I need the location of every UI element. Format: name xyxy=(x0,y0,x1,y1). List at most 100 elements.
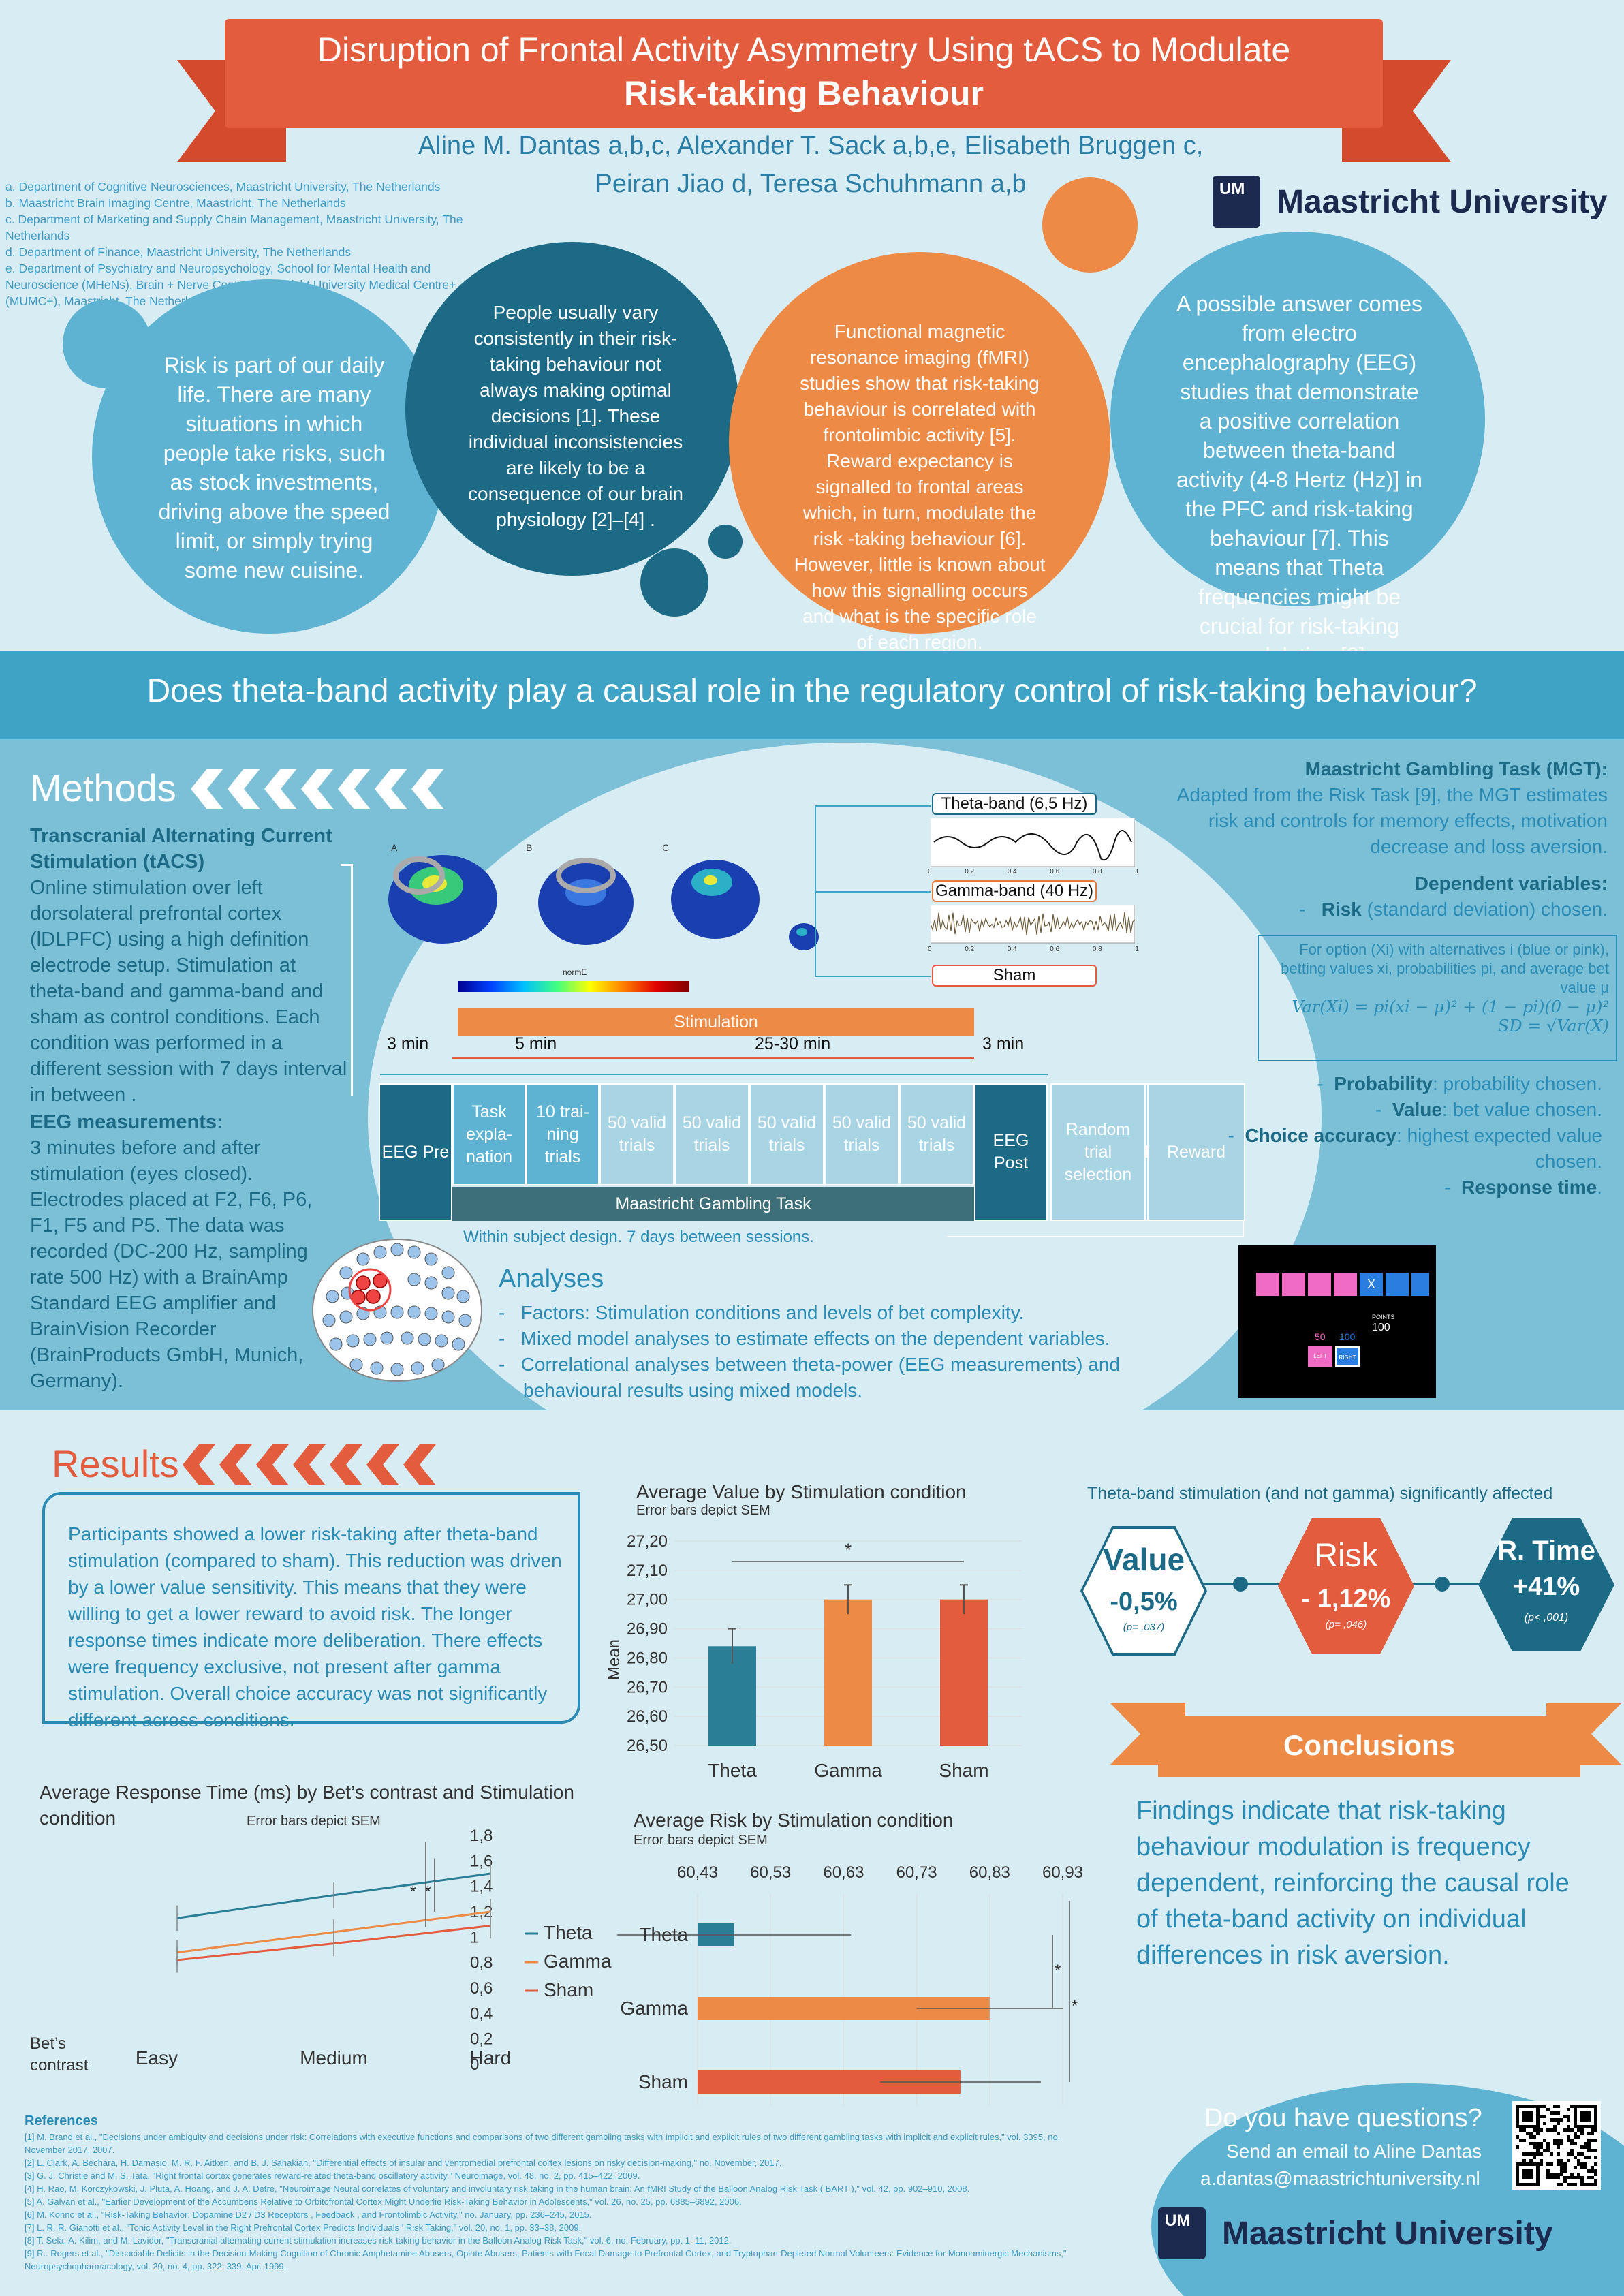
qr-module xyxy=(1540,2145,1543,2149)
qr-module xyxy=(1587,2169,1591,2173)
x-tick-label: 60,43 xyxy=(677,1863,718,1882)
qr-module xyxy=(1594,2149,1597,2152)
qr-module xyxy=(1529,2142,1533,2145)
qr-module xyxy=(1550,2111,1553,2115)
qr-module xyxy=(1557,2122,1560,2125)
wave-tick: 0.4 xyxy=(1007,946,1017,953)
y-tick-label: Theta xyxy=(639,1924,688,1945)
qr-module xyxy=(1577,2135,1580,2139)
results-summary: Participants showed a lower risk-taking … xyxy=(68,1523,562,1731)
significance-star: * xyxy=(1055,1961,1061,1980)
qr-module xyxy=(1557,2145,1560,2149)
qr-module xyxy=(1580,2128,1584,2132)
tacs-connector xyxy=(341,864,353,1096)
qr-module xyxy=(1536,2152,1540,2156)
um-logo-mark: UM xyxy=(1213,176,1260,228)
qr-module xyxy=(1567,2152,1570,2156)
university-logo-top: UM Maastricht University xyxy=(1213,176,1608,228)
qr-finder xyxy=(1522,2169,1533,2179)
qr-module xyxy=(1540,2115,1543,2118)
qr-module xyxy=(1546,2108,1550,2111)
eeg-electrode-map xyxy=(312,1239,482,1382)
legend-label: Sham xyxy=(544,1979,593,2000)
qr-module xyxy=(1550,2162,1553,2166)
qr-module xyxy=(1540,2152,1543,2156)
reference-item: [1] M. Brand et al., "Decisions under am… xyxy=(25,2132,1061,2155)
connector-dot xyxy=(1233,1577,1248,1592)
university-logo-bottom: UM Maastricht University xyxy=(1158,2207,1553,2259)
qr-module xyxy=(1550,2152,1553,2156)
qr-module xyxy=(1557,2176,1560,2179)
conclusions-title: Conclusions xyxy=(1283,1729,1456,1761)
duration-label: 25-30 min xyxy=(755,1034,831,1053)
risk-bar-chart: 60,43 60,53 60,63 60,73 60,83 60,93 Theta Gamma… xyxy=(617,1863,1083,2105)
x-tick-label: 60,83 xyxy=(969,1863,1010,1882)
left-bet-value: 50 xyxy=(1315,1331,1326,1342)
x-tick-label: Theta xyxy=(708,1760,757,1778)
research-question: Does theta-band activity play a causal r… xyxy=(146,673,1478,709)
qr-module xyxy=(1522,2159,1526,2162)
qr-module xyxy=(1553,2105,1557,2108)
qr-module xyxy=(1587,2176,1591,2179)
qr-module xyxy=(1533,2152,1536,2156)
qr-module xyxy=(1584,2162,1587,2166)
qr-module xyxy=(1553,2118,1557,2122)
bar xyxy=(940,1599,988,1746)
risk-effect-name: Risk xyxy=(1314,1538,1378,1574)
y-tick-label: 0,8 xyxy=(470,1954,493,1972)
right-button[interactable]: RIGHT xyxy=(1335,1346,1360,1367)
reference-item: [8] T. Sela, A. Kilim, and M. Lavidor, "… xyxy=(25,2235,732,2246)
risk-effect-value: - 1,12% xyxy=(1301,1585,1391,1613)
random-trial-label: Random trial selection xyxy=(1050,1083,1146,1221)
qr-module xyxy=(1591,2176,1594,2179)
qr-module xyxy=(1570,2142,1574,2145)
qr-module xyxy=(1567,2159,1570,2162)
qr-module xyxy=(1553,2176,1557,2179)
qr-module xyxy=(1550,2118,1553,2122)
qr-module xyxy=(1574,2183,1577,2186)
qr-code-icon[interactable] xyxy=(1512,2101,1601,2190)
results-title: Results xyxy=(52,1442,179,1485)
contact-email[interactable]: a.dantas@maastrichtuniversity.nl xyxy=(1200,2168,1480,2189)
wave-tick: 0.8 xyxy=(1092,868,1102,875)
dv-list: - Probability: probability chosen. - Val… xyxy=(1226,1071,1602,1200)
y-tick-label: 1,4 xyxy=(470,1878,493,1896)
design-note: Within subject design. 7 days between se… xyxy=(463,1228,814,1246)
dv-item: - Response time. xyxy=(1444,1177,1602,1198)
qr-module xyxy=(1543,2149,1546,2152)
x-tick-label: Sham xyxy=(939,1760,988,1778)
analyses-title: Analyses xyxy=(499,1265,604,1293)
qr-module xyxy=(1584,2156,1587,2159)
reference-item: [3] G. J. Christie and M. S. Tata, "Righ… xyxy=(25,2171,640,2181)
results-chevrons xyxy=(183,1444,436,1485)
qr-module xyxy=(1591,2169,1594,2173)
qr-module xyxy=(1519,2139,1522,2142)
qr-module xyxy=(1591,2128,1594,2132)
y-tick-label: 0 xyxy=(470,2055,479,2074)
qr-module xyxy=(1567,2128,1570,2132)
value-effect-name: Value xyxy=(1102,1542,1185,1577)
y-tick-label: Sham xyxy=(638,2071,688,2092)
qr-module xyxy=(1560,2162,1563,2166)
valid-trials-box: 50 valid trials xyxy=(599,1083,674,1185)
formula-box: For option (Xi) with alternatives i (blu… xyxy=(1258,935,1617,1061)
qr-module xyxy=(1553,2139,1557,2142)
pink-box xyxy=(1256,1273,1279,1296)
qr-module xyxy=(1570,2183,1574,2186)
qr-module xyxy=(1546,2145,1550,2149)
qr-module xyxy=(1570,2105,1574,2108)
x-tick-label: Medium xyxy=(300,2047,368,2068)
qr-finder xyxy=(1522,2111,1533,2122)
qr-module xyxy=(1567,2139,1570,2142)
brain-figure-small xyxy=(789,923,819,950)
qr-module xyxy=(1546,2173,1550,2176)
qr-module xyxy=(1587,2132,1591,2135)
qr-module xyxy=(1560,2139,1563,2142)
qr-module xyxy=(1580,2166,1584,2169)
qr-module xyxy=(1522,2128,1526,2132)
rtime-effect-name: R. Time xyxy=(1497,1536,1595,1566)
effects-caption: Theta-band stimulation (and not gamma) s… xyxy=(1087,1484,1553,1503)
left-button[interactable]: LEFT xyxy=(1308,1346,1332,1367)
wave-connector-mid xyxy=(815,891,931,893)
